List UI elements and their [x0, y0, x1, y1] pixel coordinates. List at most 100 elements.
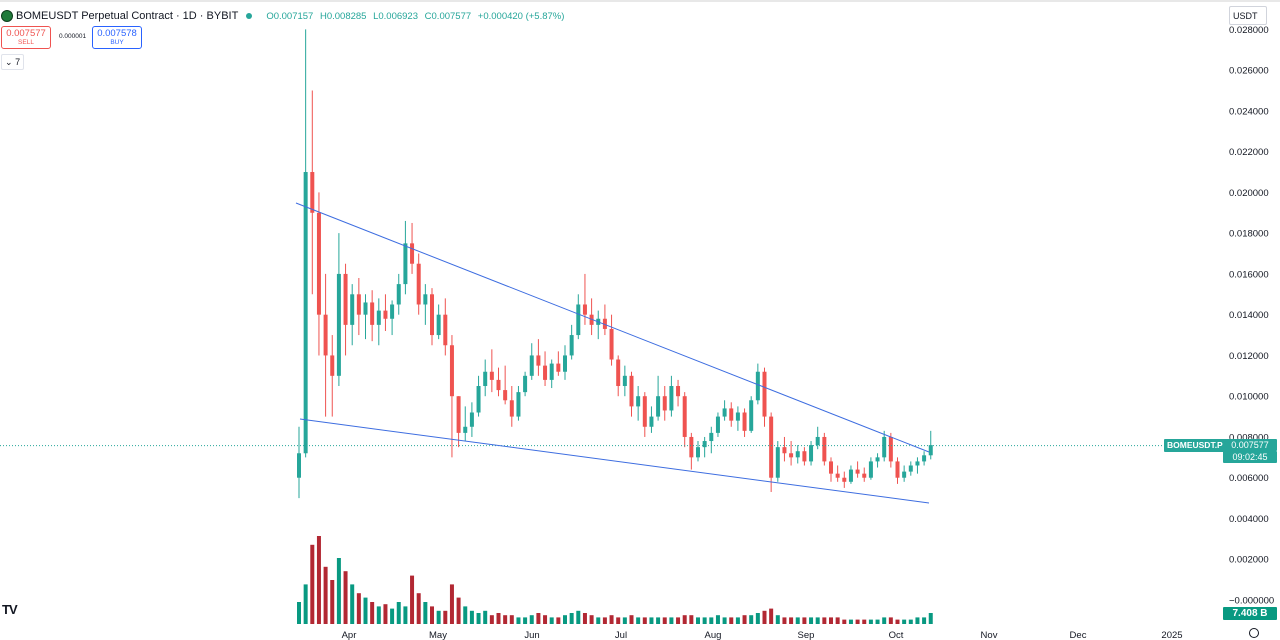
volume-bar — [676, 617, 681, 624]
currency-selector[interactable]: USDT — [1229, 6, 1267, 25]
candle-body — [436, 314, 441, 336]
candle-body — [789, 453, 794, 458]
volume-bar — [516, 617, 521, 624]
candle-body — [715, 416, 720, 433]
candle-body — [888, 436, 893, 462]
volume-bar — [443, 610, 448, 624]
volume-bar — [802, 617, 807, 624]
candle-body — [875, 457, 880, 462]
settings-icon[interactable] — [1249, 628, 1259, 638]
candle-body — [323, 314, 328, 356]
candle-body — [749, 400, 754, 431]
candle-body — [463, 426, 468, 433]
symbol-title[interactable]: BOMEUSDT Perpetual Contract · 1D · BYBIT — [16, 10, 239, 22]
time-tick-label: Nov — [981, 630, 998, 640]
candle-body — [815, 436, 820, 446]
volume-bar — [316, 536, 321, 624]
volume-bar — [363, 597, 368, 624]
tradingview-logo-icon[interactable]: TV — [2, 602, 18, 617]
candle-body — [536, 355, 541, 366]
volume-bar — [848, 619, 853, 624]
candle-body — [489, 371, 494, 380]
candle-body — [390, 304, 395, 319]
candle-body — [496, 379, 501, 391]
time-tick-label: Jul — [615, 630, 627, 640]
candle-body — [669, 386, 674, 411]
volume-bar — [609, 615, 614, 624]
volume-bar — [350, 584, 355, 624]
volume-bar — [303, 584, 308, 624]
volume-bar — [789, 617, 794, 624]
time-tick-label: Dec — [1070, 630, 1087, 640]
candle-body — [569, 335, 574, 356]
volume-bar — [755, 613, 760, 624]
volume-bar — [622, 617, 627, 624]
volume-bar — [403, 606, 408, 624]
last-price-symbol-label: BOMEUSDT.P — [1164, 439, 1226, 452]
indicators-toggle[interactable]: ⌄ 7 — [1, 54, 25, 70]
volume-bar — [602, 617, 607, 624]
volume-bar — [589, 615, 594, 624]
candle-body — [902, 471, 907, 478]
volume-bar — [669, 617, 674, 624]
candle-body — [622, 375, 627, 387]
volume-bar — [596, 617, 601, 624]
volume-bar — [782, 617, 787, 624]
volume-bar — [742, 615, 747, 624]
price-tick-label: 0.022000 — [1229, 147, 1269, 158]
volume-bar — [323, 566, 328, 624]
volume-bar — [895, 619, 900, 624]
candle-body — [769, 416, 774, 478]
candle-body — [882, 436, 887, 458]
volume-bar — [656, 617, 661, 624]
candle-body — [709, 432, 714, 442]
time-tick-label: Apr — [342, 630, 357, 640]
candle-body — [543, 365, 548, 380]
candle-body — [729, 408, 734, 421]
volume-bar — [509, 615, 514, 624]
volume-bar — [436, 610, 441, 624]
price-tick-label: 0.008000 — [1229, 432, 1269, 443]
volume-bar — [769, 608, 774, 624]
volume-bar — [629, 615, 634, 624]
volume-bar — [689, 615, 694, 624]
volume-bar — [855, 619, 860, 624]
time-tick-label: Jun — [524, 630, 539, 640]
candle-body — [602, 318, 607, 329]
candle-body — [410, 243, 415, 264]
candle-body — [370, 302, 375, 325]
candle-body — [848, 469, 853, 482]
candle-body — [316, 212, 321, 315]
price-tick-label: 0.004000 — [1229, 514, 1269, 525]
candle-body — [343, 273, 348, 325]
high-value: H0.008285 — [319, 10, 367, 22]
volume-bar — [868, 619, 873, 624]
volume-bar — [549, 617, 554, 624]
volume-bar — [735, 617, 740, 624]
volume-bar — [410, 575, 415, 624]
spread-value: 0.000001 — [59, 33, 87, 40]
candle-body — [642, 396, 647, 427]
buy-button[interactable]: 0.007578 BUY — [92, 26, 142, 49]
volume-bar — [775, 615, 780, 624]
volume-bar — [888, 617, 893, 624]
candle-body — [503, 390, 508, 401]
volume-bar — [489, 615, 494, 624]
price-tick-label: 0.006000 — [1229, 473, 1269, 484]
candle-body — [336, 273, 341, 376]
candle-body — [310, 172, 315, 213]
bar-countdown-label: 09:02:45 — [1223, 451, 1277, 463]
volume-bar — [449, 584, 454, 624]
candle-body — [689, 436, 694, 458]
candle-body — [735, 412, 740, 421]
volume-bar — [297, 602, 301, 624]
volume-bar — [709, 617, 714, 624]
volume-bar — [476, 613, 481, 624]
candle-body — [416, 263, 421, 305]
sell-button[interactable]: 0.007577 SELL — [1, 26, 51, 49]
candle-body — [775, 447, 780, 478]
time-tick-label: 2025 — [1161, 630, 1182, 640]
volume-bar — [915, 617, 920, 624]
volume-bar — [616, 617, 621, 624]
